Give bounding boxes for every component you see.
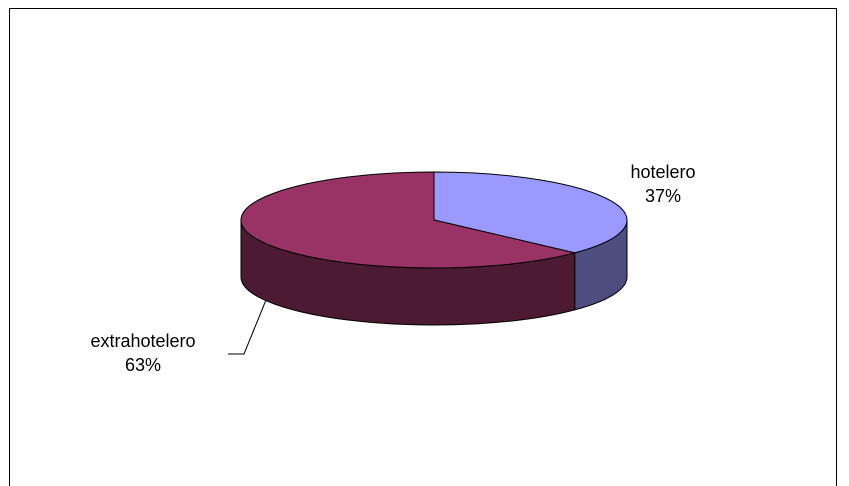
leader-line-extrahotelero	[228, 299, 267, 355]
slice-label-hotelero: hotelero 37%	[608, 160, 718, 208]
slice-label-extrahotelero: extrahotelero 63%	[58, 329, 228, 377]
slice-name: extrahotelero	[90, 331, 196, 351]
slice-name: hotelero	[630, 162, 696, 182]
slice-percent: 37%	[644, 186, 682, 206]
slice-percent: 63%	[124, 355, 162, 375]
slice-extrahotelero	[240, 171, 576, 269]
slice-hotelero	[433, 171, 628, 254]
